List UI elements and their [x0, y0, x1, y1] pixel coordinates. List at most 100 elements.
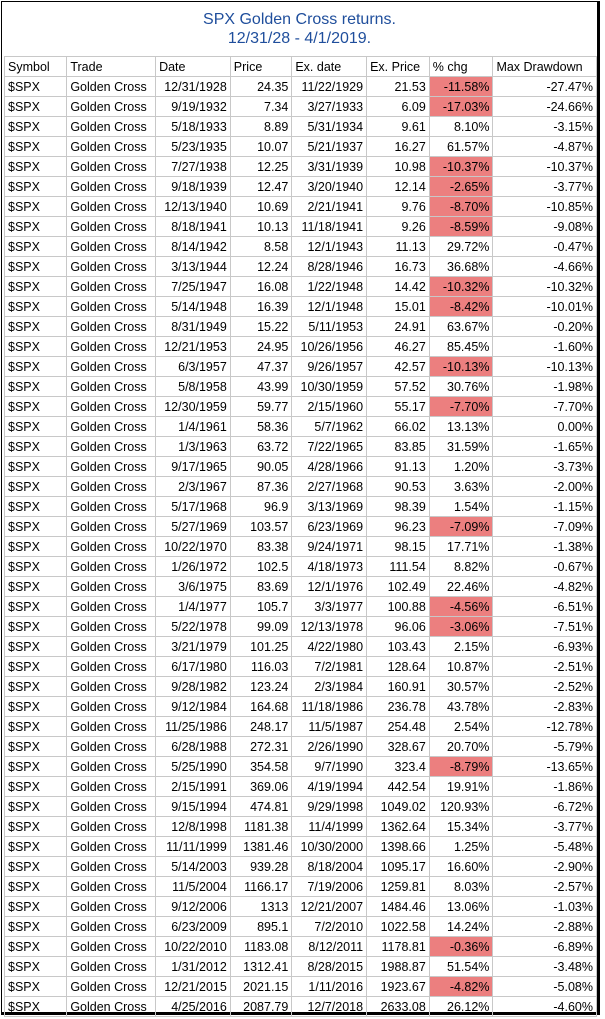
trade-cell: Golden Cross	[66, 416, 157, 437]
price-cell: 10.13	[229, 216, 293, 237]
price-cell: 12.25	[229, 156, 293, 177]
trade-cell: Golden Cross	[66, 596, 157, 617]
pct-change-cell: 1.25%	[428, 836, 494, 857]
price-cell: 248.17	[229, 716, 293, 737]
table-row: $SPX Golden Cross 10/22/1970 83.38 9/24/1971…	[3, 536, 597, 557]
symbol-cell: $SPX	[3, 556, 68, 577]
ex-date-cell: 8/12/2011	[291, 936, 368, 957]
ex-date-cell: 3/20/1940	[291, 176, 368, 197]
price-cell: 43.99	[229, 376, 293, 397]
ex-price-cell: 1049.02	[366, 796, 430, 817]
date-cell: 12/31/1928	[155, 76, 231, 97]
symbol-cell: $SPX	[3, 256, 68, 277]
pct-change-cell: -0.36%	[428, 936, 494, 957]
table-row: $SPX Golden Cross 2/15/1991 369.06 4/19/1994…	[3, 776, 597, 797]
ex-date-cell: 11/18/1941	[291, 216, 368, 237]
pct-change-cell: -10.37%	[428, 156, 494, 177]
ex-price-cell: 91.13	[366, 456, 430, 477]
trade-cell: Golden Cross	[66, 836, 157, 857]
table-row: $SPX Golden Cross 5/27/1969 103.57 6/23/1969…	[3, 516, 597, 537]
trade-cell: Golden Cross	[66, 196, 157, 217]
pct-change-cell: 17.71%	[428, 536, 494, 557]
price-cell: 101.25	[229, 636, 293, 657]
max-drawdown-cell: -13.65%	[492, 756, 597, 777]
ex-price-cell: 442.54	[366, 776, 430, 797]
pct-change-cell: -17.03%	[428, 96, 494, 117]
ex-price-cell: 160.91	[366, 676, 430, 697]
ex-date-cell: 9/7/1990	[291, 756, 368, 777]
price-cell: 12.47	[229, 176, 293, 197]
trade-cell: Golden Cross	[66, 796, 157, 817]
ex-price-cell: 111.54	[366, 556, 430, 577]
table-row: $SPX Golden Cross 3/13/1944 12.24 8/28/1946 1…	[3, 256, 597, 277]
trade-cell: Golden Cross	[66, 876, 157, 897]
ex-price-cell: 55.17	[366, 396, 430, 417]
max-drawdown-cell: -0.67%	[492, 556, 597, 577]
ex-date-cell: 4/28/1966	[291, 456, 368, 477]
symbol-cell: $SPX	[3, 916, 68, 937]
date-cell: 9/12/1984	[155, 696, 231, 717]
trade-cell: Golden Cross	[66, 336, 157, 357]
price-cell: 939.28	[229, 856, 293, 877]
max-drawdown-cell: -3.73%	[492, 456, 597, 477]
ex-price-cell: 100.88	[366, 596, 430, 617]
date-cell: 3/6/1975	[155, 576, 231, 597]
symbol-cell: $SPX	[3, 376, 68, 397]
header-ex-price: Ex. Price	[366, 56, 430, 77]
table-row: $SPX Golden Cross 7/25/1947 16.08 1/22/1948 1…	[3, 276, 597, 297]
ex-date-cell: 5/11/1953	[291, 316, 368, 337]
ex-price-cell: 1484.46	[366, 896, 430, 917]
max-drawdown-cell: -4.66%	[492, 256, 597, 277]
table-row: $SPX Golden Cross 5/14/1948 16.39 12/1/1948 1…	[3, 296, 597, 317]
symbol-cell: $SPX	[3, 856, 68, 877]
header-ex-date: Ex. date	[291, 56, 368, 77]
date-cell: 12/30/1959	[155, 396, 231, 417]
table-row: $SPX Golden Cross 1/4/1961 58.36 5/7/1962 66.…	[3, 416, 597, 437]
trade-cell: Golden Cross	[66, 956, 157, 977]
trade-cell: Golden Cross	[66, 296, 157, 317]
trade-cell: Golden Cross	[66, 656, 157, 677]
date-cell: 3/21/1979	[155, 636, 231, 657]
max-drawdown-cell: -27.47%	[492, 76, 597, 97]
date-cell: 12/21/2015	[155, 976, 231, 997]
date-cell: 1/4/1977	[155, 596, 231, 617]
table-row: $SPX Golden Cross 11/5/2004 1166.17 7/19/200…	[3, 876, 597, 897]
pct-change-cell: 31.59%	[428, 436, 494, 457]
ex-price-cell: 1362.64	[366, 816, 430, 837]
date-cell: 5/22/1978	[155, 616, 231, 637]
ex-price-cell: 1095.17	[366, 856, 430, 877]
price-cell: 8.89	[229, 116, 293, 137]
date-cell: 5/18/1933	[155, 116, 231, 137]
price-cell: 105.7	[229, 596, 293, 617]
ex-price-cell: 96.23	[366, 516, 430, 537]
ex-price-cell: 9.61	[366, 116, 430, 137]
ex-date-cell: 12/7/2018	[291, 996, 368, 1017]
price-cell: 63.72	[229, 436, 293, 457]
date-cell: 10/22/2010	[155, 936, 231, 957]
ex-price-cell: 102.49	[366, 576, 430, 597]
symbol-cell: $SPX	[3, 716, 68, 737]
header-max-drawdown: Max Drawdown	[492, 56, 597, 77]
symbol-cell: $SPX	[3, 196, 68, 217]
table-row: $SPX Golden Cross 5/18/1933 8.89 5/31/1934 9.…	[3, 116, 597, 137]
ex-date-cell: 12/1/1976	[291, 576, 368, 597]
pct-change-cell: -10.32%	[428, 276, 494, 297]
max-drawdown-cell: -7.70%	[492, 396, 597, 417]
max-drawdown-cell: -12.78%	[492, 716, 597, 737]
table-row: $SPX Golden Cross 9/12/1984 164.68 11/18/198…	[3, 696, 597, 717]
trade-cell: Golden Cross	[66, 116, 157, 137]
ex-price-cell: 11.13	[366, 236, 430, 257]
date-cell: 11/5/2004	[155, 876, 231, 897]
trade-cell: Golden Cross	[66, 896, 157, 917]
trade-cell: Golden Cross	[66, 396, 157, 417]
ex-price-cell: 1022.58	[366, 916, 430, 937]
max-drawdown-cell: -10.32%	[492, 276, 597, 297]
price-cell: 369.06	[229, 776, 293, 797]
max-drawdown-cell: -10.01%	[492, 296, 597, 317]
table-row: $SPX Golden Cross 7/27/1938 12.25 3/31/1939 1…	[3, 156, 597, 177]
max-drawdown-cell: -6.89%	[492, 936, 597, 957]
symbol-cell: $SPX	[3, 576, 68, 597]
ex-price-cell: 1178.81	[366, 936, 430, 957]
trade-cell: Golden Cross	[66, 936, 157, 957]
pct-change-cell: 2.54%	[428, 716, 494, 737]
